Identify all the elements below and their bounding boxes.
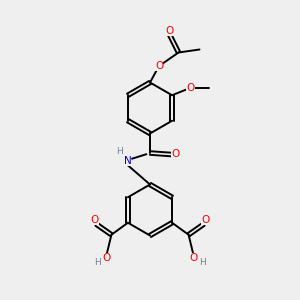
Text: O: O bbox=[91, 215, 99, 225]
Text: H: H bbox=[199, 258, 206, 268]
Text: H: H bbox=[94, 258, 101, 268]
Text: O: O bbox=[155, 61, 163, 71]
Text: O: O bbox=[165, 26, 174, 36]
Text: O: O bbox=[201, 215, 209, 225]
Text: N: N bbox=[124, 155, 131, 166]
Text: O: O bbox=[189, 253, 197, 263]
Text: H: H bbox=[116, 147, 122, 156]
Text: O: O bbox=[171, 149, 180, 160]
Text: O: O bbox=[103, 253, 111, 263]
Text: O: O bbox=[187, 83, 195, 93]
